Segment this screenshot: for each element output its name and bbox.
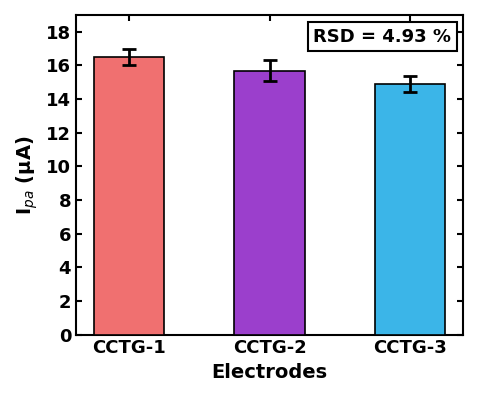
Bar — [234, 71, 304, 335]
Text: RSD = 4.93 %: RSD = 4.93 % — [314, 28, 451, 46]
Y-axis label: I$_{pa}$ (μA): I$_{pa}$ (μA) — [15, 135, 41, 214]
X-axis label: Electrodes: Electrodes — [211, 363, 327, 382]
Bar — [94, 57, 164, 335]
Bar — [375, 84, 445, 335]
